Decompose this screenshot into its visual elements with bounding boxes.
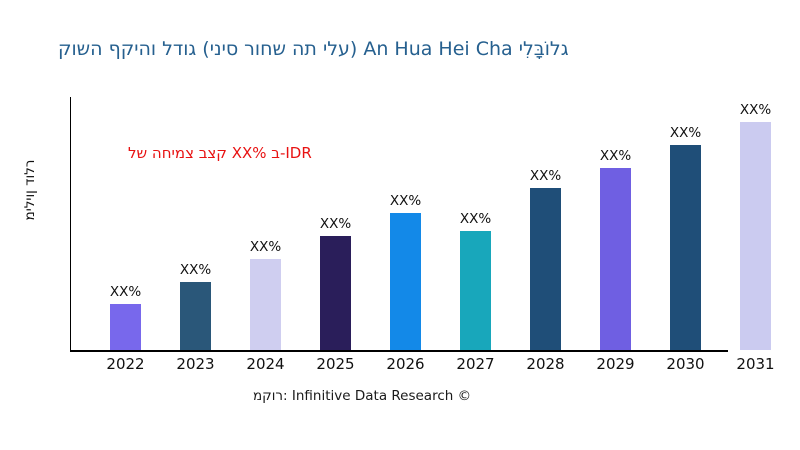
bar-2031: [740, 122, 771, 350]
y-axis-line: [69, 97, 72, 351]
x-tick-label-2028: 2028: [526, 355, 565, 373]
x-tick-label-2025: 2025: [316, 355, 355, 373]
bar-2023: [180, 282, 211, 350]
x-tick-label-2029: 2029: [596, 355, 635, 373]
source-credit: מקור: Infinitive Data Research ©: [253, 388, 472, 404]
chart-title: גלוֹבָּלִי An Hua Hei Cha (עלי תה שחור ס…: [58, 38, 569, 60]
growth-rate-annotation: קצב צמיחה של XX% ב-IDR: [128, 144, 312, 162]
bar-2024: [250, 259, 281, 350]
bar-2030: [670, 145, 701, 350]
bar-value-label-2023: XX%: [179, 262, 212, 278]
bar-2026: [390, 213, 421, 350]
bar-2027: [460, 231, 491, 350]
x-tick-label-2031: 2031: [736, 355, 775, 373]
x-tick-label-2022: 2022: [106, 355, 145, 373]
x-tick-label-2026: 2026: [386, 355, 425, 373]
y-axis-label: מיליון דולר: [22, 159, 38, 221]
bar-value-label-2028: XX%: [529, 168, 562, 184]
bar-value-label-2029: XX%: [599, 148, 632, 164]
bar-value-label-2022: XX%: [109, 284, 142, 300]
bar-2028: [530, 188, 561, 350]
bar-2029: [600, 168, 631, 350]
bar-2022: [110, 304, 141, 350]
bar-value-label-2030: XX%: [669, 125, 702, 141]
bar-value-label-2026: XX%: [389, 193, 422, 209]
bar-value-label-2027: XX%: [459, 211, 492, 227]
bar-2025: [320, 236, 351, 350]
x-axis-line: [69, 350, 728, 352]
bar-value-label-2025: XX%: [319, 216, 352, 232]
bar-value-label-2024: XX%: [249, 239, 282, 255]
bar-value-label-2031: XX%: [739, 102, 772, 118]
x-tick-label-2024: 2024: [246, 355, 285, 373]
x-tick-label-2030: 2030: [666, 355, 705, 373]
x-tick-label-2027: 2027: [456, 355, 495, 373]
x-tick-label-2023: 2023: [176, 355, 215, 373]
